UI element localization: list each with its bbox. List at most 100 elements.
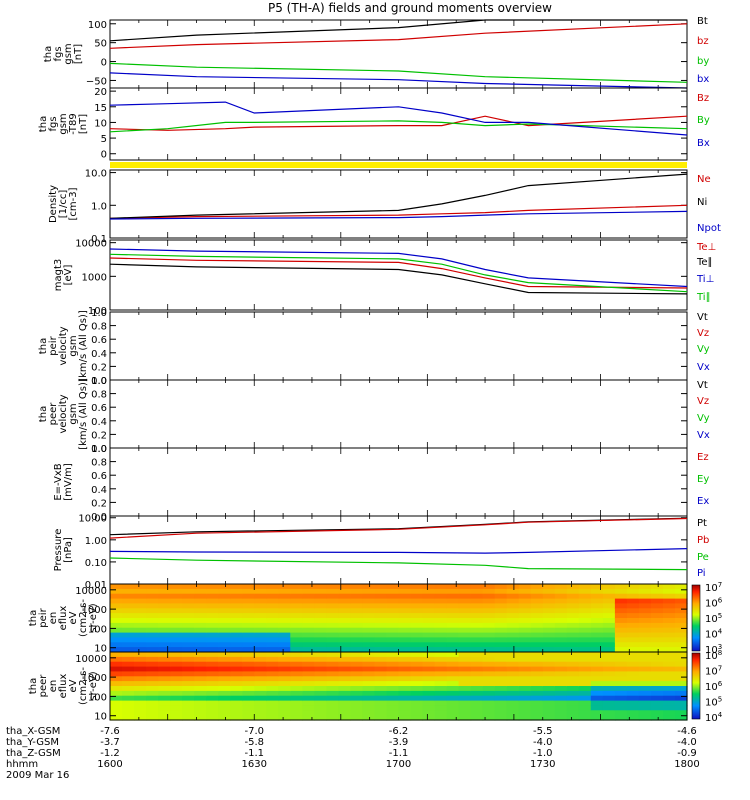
y-tick-label: 10	[94, 644, 107, 655]
legend-entry: Pi	[697, 568, 706, 579]
heatmap-cell	[458, 588, 472, 595]
heatmap-cell	[374, 593, 388, 600]
heatmap-cell	[290, 622, 303, 629]
heatmap-cell	[242, 710, 255, 716]
heatmap-cell	[590, 676, 604, 682]
heatmap-cell	[326, 715, 339, 721]
heatmap-cell	[266, 656, 279, 663]
heatmap-cell	[338, 695, 351, 702]
heatmap-cell	[446, 681, 460, 687]
heatmap-cell	[578, 608, 592, 614]
heatmap-cell	[590, 632, 604, 639]
heatmap-cell	[650, 705, 664, 711]
heatmap-cell	[110, 695, 123, 702]
heatmap-cell	[122, 588, 135, 595]
heatmap-cell	[650, 681, 664, 687]
heatmap-cell	[362, 608, 375, 614]
heatmap-cell	[542, 710, 556, 716]
heatmap-cell	[362, 686, 375, 692]
heatmap-cell	[410, 700, 424, 707]
heatmap-cell	[482, 705, 496, 711]
heatmap-cell	[194, 608, 207, 614]
heatmap-cell	[518, 705, 532, 711]
heatmap-cell	[638, 622, 652, 629]
heatmap-cell	[218, 676, 231, 682]
y-axis-label-line: [nPa]	[63, 537, 74, 563]
y-tick-label: 1.00	[85, 536, 107, 547]
heatmap-cell	[422, 627, 436, 634]
panel-frame	[109, 515, 688, 585]
heatmap-cell	[506, 676, 520, 682]
heatmap-cell	[506, 642, 520, 648]
y-axis-label: tha peir en eflux eV (cm2-s-sr-eV)	[28, 599, 99, 637]
heatmap-cell	[146, 671, 159, 677]
heatmap-cell	[170, 661, 183, 668]
heatmap-cell	[314, 705, 327, 711]
heatmap-cell	[554, 584, 568, 590]
footer-value: -3.9	[389, 737, 409, 748]
y-axis-label-line: Density	[48, 185, 59, 223]
heatmap-cell	[362, 637, 375, 643]
y-axis-label: tha fgs gsm [nT]	[43, 43, 84, 64]
heatmap-cell	[470, 652, 484, 658]
heatmap-cell	[266, 705, 279, 711]
heatmap-cell	[675, 637, 688, 643]
footer-row-label: tha_X-GSM	[6, 726, 60, 737]
y-axis-label: E=-VxB [mV/m]	[53, 463, 74, 501]
heatmap-cell	[614, 637, 628, 643]
heatmap-cell	[278, 637, 291, 643]
legend-entry: by	[697, 56, 709, 67]
heatmap-cell	[254, 584, 267, 590]
heatmap-cell	[218, 666, 231, 673]
heatmap-cell	[218, 588, 231, 595]
heatmap-cell	[122, 666, 135, 673]
legend-entry: Vz	[697, 396, 709, 407]
heatmap-cell	[554, 661, 568, 668]
y-axis-label: Density [1/cc] [cm-3]	[48, 185, 79, 223]
heatmap-cell	[338, 622, 351, 629]
heatmap-cell	[602, 622, 616, 629]
heatmap-cell	[542, 613, 556, 619]
heatmap-cell	[134, 681, 147, 687]
heatmap-cell	[134, 613, 147, 619]
heatmap-cell	[554, 588, 568, 595]
heatmap-cell	[626, 603, 640, 609]
heatmap-cell	[675, 632, 688, 639]
heatmap-cell	[338, 715, 351, 721]
heatmap-cell	[590, 671, 604, 677]
heatmap-cell	[374, 715, 388, 721]
heatmap-cell	[578, 710, 592, 716]
heatmap-cell	[530, 681, 544, 687]
heatmap-cell	[554, 642, 568, 648]
heatmap-cell	[314, 618, 327, 624]
heatmap-cell	[638, 666, 652, 673]
heatmap-cell	[206, 598, 219, 605]
heatmap-cell	[110, 613, 123, 619]
y-tick-label: 0.2	[91, 430, 107, 441]
heatmap-cell	[182, 647, 195, 653]
heatmap-cell	[410, 584, 424, 590]
heatmap-cell	[530, 666, 544, 673]
heatmap-cell	[458, 690, 472, 697]
heatmap-cell	[278, 656, 291, 663]
heatmap-cell	[206, 681, 219, 687]
heatmap-cell	[314, 695, 327, 702]
heatmap-cell	[374, 608, 388, 614]
heatmap-cell	[590, 618, 604, 624]
heatmap-cell	[290, 671, 303, 677]
heatmap-cell	[374, 584, 388, 590]
heatmap-cell	[614, 584, 628, 590]
heatmap-cell	[194, 705, 207, 711]
heatmap-cell	[122, 637, 135, 643]
y-axis-label-line: -T89	[68, 113, 79, 135]
heatmap-cell	[170, 690, 183, 697]
heatmap-cell	[314, 613, 327, 619]
heatmap-cell	[458, 715, 472, 721]
heatmap-cell	[362, 647, 375, 653]
heatmap-cell	[638, 603, 652, 609]
heatmap-cell	[530, 622, 544, 629]
heatmap-cell	[554, 632, 568, 639]
heatmap-cell	[458, 647, 472, 653]
heatmap-cell	[410, 608, 424, 614]
heatmap-cell	[494, 593, 508, 600]
